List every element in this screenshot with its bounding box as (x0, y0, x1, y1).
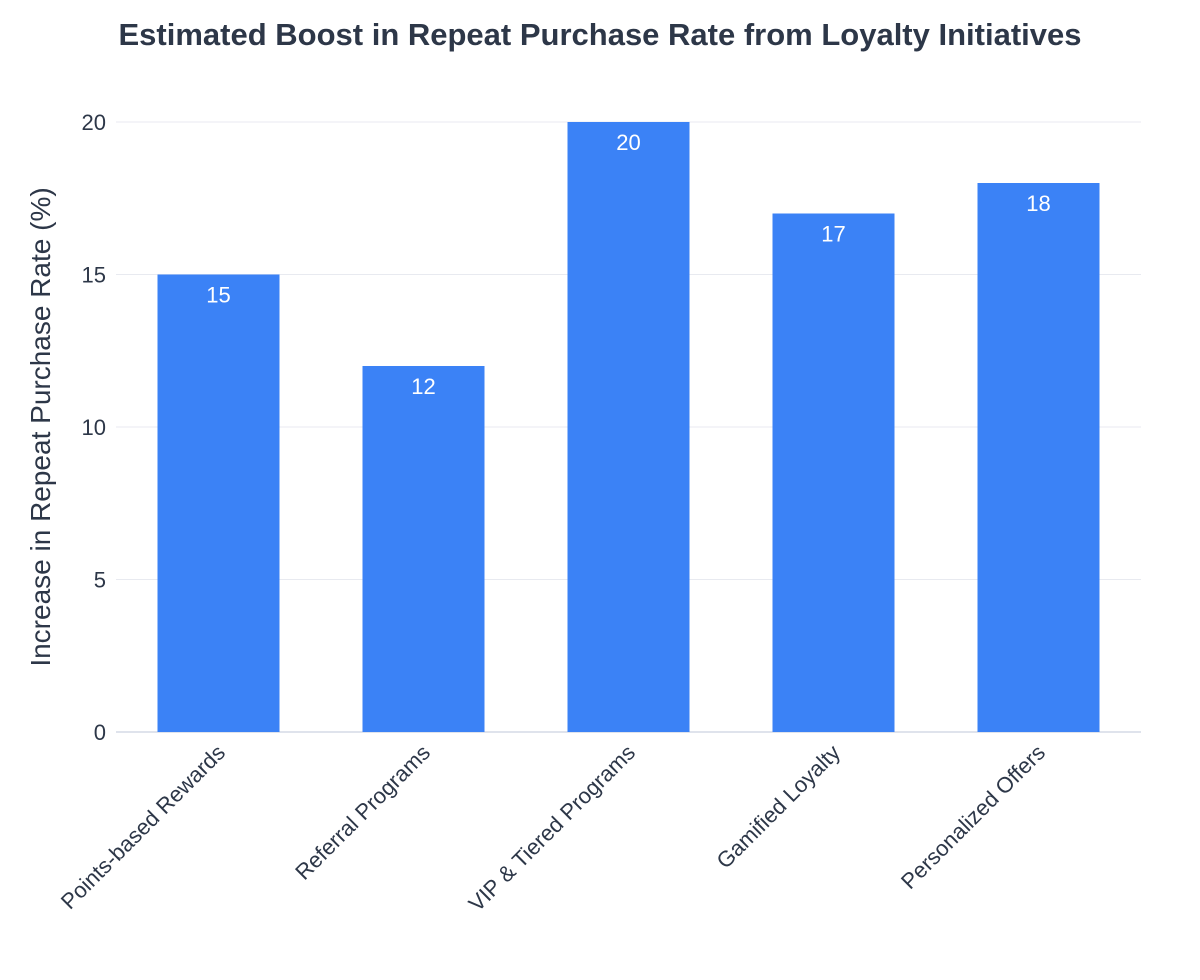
x-tick-label: Gamified Loyalty (711, 740, 845, 874)
y-axis-label: Increase in Repeat Purchase Rate (%) (25, 187, 56, 666)
x-axis-ticks: Points-based Rewards Referral Programs VIP… (56, 740, 1050, 916)
y-tick-label: 15 (82, 263, 106, 288)
bars: 15 12 20 17 18 (157, 122, 1100, 732)
data-label: 15 (206, 283, 230, 308)
data-label: 17 (821, 222, 845, 247)
chart-title: Estimated Boost in Repeat Purchase Rate … (119, 17, 1082, 52)
bar (157, 274, 280, 732)
bar (977, 183, 1100, 732)
data-label: 20 (616, 130, 640, 155)
x-tick-label: Points-based Rewards (56, 740, 230, 914)
x-tick-label: Referral Programs (290, 740, 435, 885)
data-label: 18 (1026, 191, 1050, 216)
x-tick-label: VIP & Tiered Programs (464, 740, 640, 916)
y-axis-ticks: 0 5 10 15 20 (82, 110, 106, 745)
y-tick-label: 5 (94, 568, 106, 593)
bar (772, 213, 895, 732)
y-tick-label: 20 (82, 110, 106, 135)
x-tick-label: Personalized Offers (896, 740, 1050, 894)
y-tick-label: 10 (82, 415, 106, 440)
y-tick-label: 0 (94, 720, 106, 745)
bar (567, 122, 690, 732)
data-label: 12 (411, 374, 435, 399)
bar (362, 366, 485, 732)
